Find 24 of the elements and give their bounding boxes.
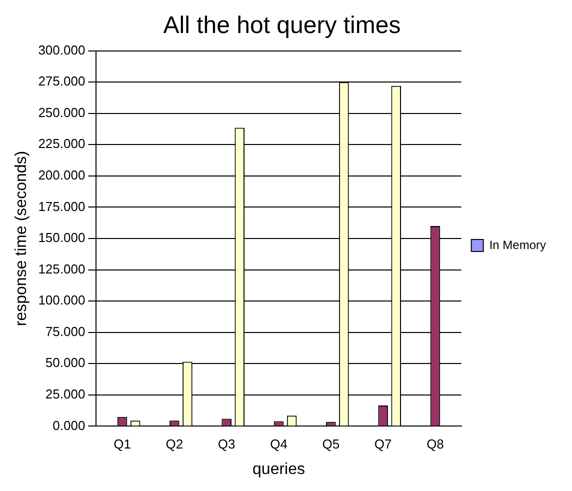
y-tick-label: 250.000 [38, 104, 86, 120]
legend-label: In Memory [489, 238, 546, 252]
y-tick-label: 25.000 [45, 386, 86, 402]
x-tick-label: Q2 [166, 436, 184, 452]
x-tick-label: Q3 [218, 436, 236, 452]
x-tick-label: Q7 [374, 436, 392, 452]
chart-title: All the hot query times [163, 12, 401, 40]
y-tick-label: 150.000 [38, 230, 86, 246]
x-tick-label: Q8 [426, 436, 444, 452]
y-tick-label: 50.000 [45, 355, 86, 370]
y-tick-label: 300.000 [38, 42, 86, 58]
y-tick-label: 175.000 [38, 198, 86, 214]
y-tick-label: 200.000 [38, 168, 86, 183]
y-tick-label: 0.000 [52, 418, 86, 433]
x-tick-label: Q1 [114, 436, 131, 452]
y-tick-label: 100.000 [38, 292, 86, 308]
y-tick-label: 125.000 [38, 261, 86, 276]
y-tick-label: 225.000 [38, 136, 86, 152]
y-tick-label: 75.000 [45, 324, 86, 339]
x-tick-label: Q5 [322, 436, 340, 452]
y-axis-title: response time (seconds) [13, 150, 30, 326]
y-tick-label: 275.000 [38, 74, 86, 89]
x-axis-title: queries [252, 460, 305, 478]
x-tick-label: Q4 [270, 436, 288, 452]
